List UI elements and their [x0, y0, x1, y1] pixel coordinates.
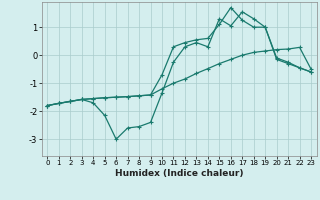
X-axis label: Humidex (Indice chaleur): Humidex (Indice chaleur) — [115, 169, 244, 178]
